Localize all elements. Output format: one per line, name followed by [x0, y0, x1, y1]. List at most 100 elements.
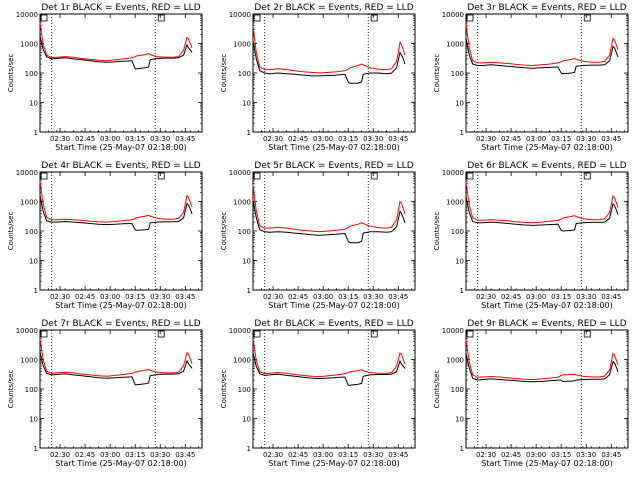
- y-axis-label: Counts/sec: [220, 212, 228, 251]
- y-tick-label: 10000: [229, 169, 251, 177]
- x-tick-label: 03:45: [175, 451, 195, 459]
- series-events-line: [465, 196, 619, 232]
- y-tick-label: 1000: [233, 199, 251, 207]
- y-tick-label: 10000: [229, 11, 251, 19]
- series-lld-line: [39, 22, 193, 62]
- x-tick-label: 02:30: [476, 451, 496, 459]
- x-tick-label: 03:45: [388, 451, 408, 459]
- panel-title: Det 9r BLACK = Events, RED = LLD: [467, 319, 626, 329]
- x-axis-label: Start Time (25-May-07 02:18:00): [481, 301, 612, 310]
- y-tick-label: 1: [34, 445, 38, 453]
- y-tick-label: 1: [247, 287, 251, 295]
- x-tick-label: 02:30: [263, 135, 283, 143]
- y-tick-label: 100: [25, 228, 38, 236]
- y-tick-label: 1000: [446, 41, 464, 49]
- panel-title: Det 8r BLACK = Events, RED = LLD: [254, 319, 413, 329]
- x-tick-label: 03:00: [313, 451, 333, 459]
- series-lld-line: [252, 25, 406, 74]
- x-tick-label: 03:45: [388, 135, 408, 143]
- y-axis-label: Counts/sec: [7, 54, 15, 93]
- corner-marker-left: [40, 330, 48, 338]
- y-tick-label: 10: [29, 416, 38, 424]
- x-tick-label: 02:30: [263, 451, 283, 459]
- corner-marker-right: [370, 172, 378, 180]
- y-axis-label: Counts/sec: [220, 54, 228, 93]
- x-tick-label: 03:30: [576, 451, 596, 459]
- x-tick-label: 03:30: [150, 293, 170, 301]
- panel-7: Det 7r BLACK = Events, RED = LLD 1 10 100 10…: [7, 319, 203, 468]
- y-tick-label: 10000: [16, 11, 38, 19]
- x-tick-label: 03:15: [551, 451, 571, 459]
- x-axis-label: Start Time (25-May-07 02:18:00): [481, 459, 612, 468]
- series-lld-line: [465, 181, 619, 224]
- corner-marker-right: [583, 14, 591, 22]
- plot-frame: [39, 13, 203, 133]
- x-tick-label: 03:15: [338, 135, 358, 143]
- y-tick-label: 10: [242, 100, 251, 108]
- corner-marker-left: [253, 14, 261, 22]
- y-tick-label: 1000: [233, 41, 251, 49]
- x-tick-label: 02:30: [263, 293, 283, 301]
- corner-marker-left: [466, 330, 474, 338]
- x-tick-label: 03:15: [125, 293, 145, 301]
- x-tick-label: 03:30: [576, 293, 596, 301]
- y-tick-label: 100: [451, 228, 464, 236]
- panel-1: Det 1r BLACK = Events, RED = LLD 1 10 100 10…: [7, 3, 203, 152]
- x-tick-label: 03:45: [388, 293, 408, 301]
- x-axis-label: Start Time (25-May-07 02:18:00): [268, 459, 399, 468]
- y-tick-label: 10000: [442, 169, 464, 177]
- x-tick-label: 03:30: [150, 135, 170, 143]
- y-tick-label: 1000: [20, 41, 38, 49]
- x-tick-label: 03:30: [363, 135, 383, 143]
- x-tick-label: 03:45: [601, 451, 621, 459]
- x-tick-label: 02:30: [50, 293, 70, 301]
- y-tick-label: 10: [455, 100, 464, 108]
- corner-marker-right: [370, 330, 378, 338]
- series-events-line: [39, 195, 193, 231]
- x-tick-label: 03:30: [150, 451, 170, 459]
- series-events-line: [39, 351, 193, 386]
- y-tick-label: 1000: [233, 357, 251, 365]
- x-axis-label: Start Time (25-May-07 02:18:00): [268, 301, 399, 310]
- x-tick-label: 02:30: [50, 451, 70, 459]
- series-events-line: [465, 353, 619, 383]
- series-lld-line: [465, 24, 619, 67]
- panel-title: Det 6r BLACK = Events, RED = LLD: [467, 161, 626, 171]
- panel-8: Det 8r BLACK = Events, RED = LLD 1 10 100 10…: [220, 319, 416, 468]
- panel-title: Det 3r BLACK = Events, RED = LLD: [467, 3, 626, 13]
- y-tick-label: 100: [451, 386, 464, 394]
- y-tick-label: 1: [460, 129, 464, 137]
- y-tick-label: 10000: [229, 327, 251, 335]
- x-tick-label: 03:45: [601, 293, 621, 301]
- x-tick-label: 03:45: [175, 293, 195, 301]
- corner-marker-left: [466, 14, 474, 22]
- y-tick-label: 1: [34, 129, 38, 137]
- x-tick-label: 03:15: [125, 451, 145, 459]
- corner-marker-right: [583, 172, 591, 180]
- x-tick-label: 03:00: [526, 451, 546, 459]
- x-tick-label: 03:15: [338, 293, 358, 301]
- x-tick-label: 03:00: [100, 135, 120, 143]
- panel-title: Det 1r BLACK = Events, RED = LLD: [41, 3, 200, 13]
- plot-frame: [252, 329, 416, 449]
- corner-marker-right: [157, 330, 165, 338]
- series-events-line: [252, 352, 406, 386]
- y-tick-label: 10: [29, 100, 38, 108]
- x-tick-label: 03:00: [526, 293, 546, 301]
- plot-frame: [465, 13, 629, 133]
- y-axis-label: Counts/sec: [433, 54, 441, 93]
- y-tick-label: 1: [247, 445, 251, 453]
- y-tick-label: 10000: [16, 327, 38, 335]
- corner-marker-left: [466, 172, 474, 180]
- panel-9: Det 9r BLACK = Events, RED = LLD 1 10 100 10…: [433, 319, 629, 468]
- x-tick-label: 02:45: [288, 135, 308, 143]
- x-tick-label: 03:15: [125, 135, 145, 143]
- panel-title: Det 7r BLACK = Events, RED = LLD: [41, 319, 200, 329]
- panel-2: Det 2r BLACK = Events, RED = LLD 1 10 100 10…: [220, 3, 416, 152]
- y-axis-label: Counts/sec: [220, 370, 228, 409]
- y-axis-label: Counts/sec: [7, 212, 15, 251]
- x-tick-label: 02:30: [476, 135, 496, 143]
- corner-marker-left: [253, 330, 261, 338]
- plot-frame: [39, 329, 203, 449]
